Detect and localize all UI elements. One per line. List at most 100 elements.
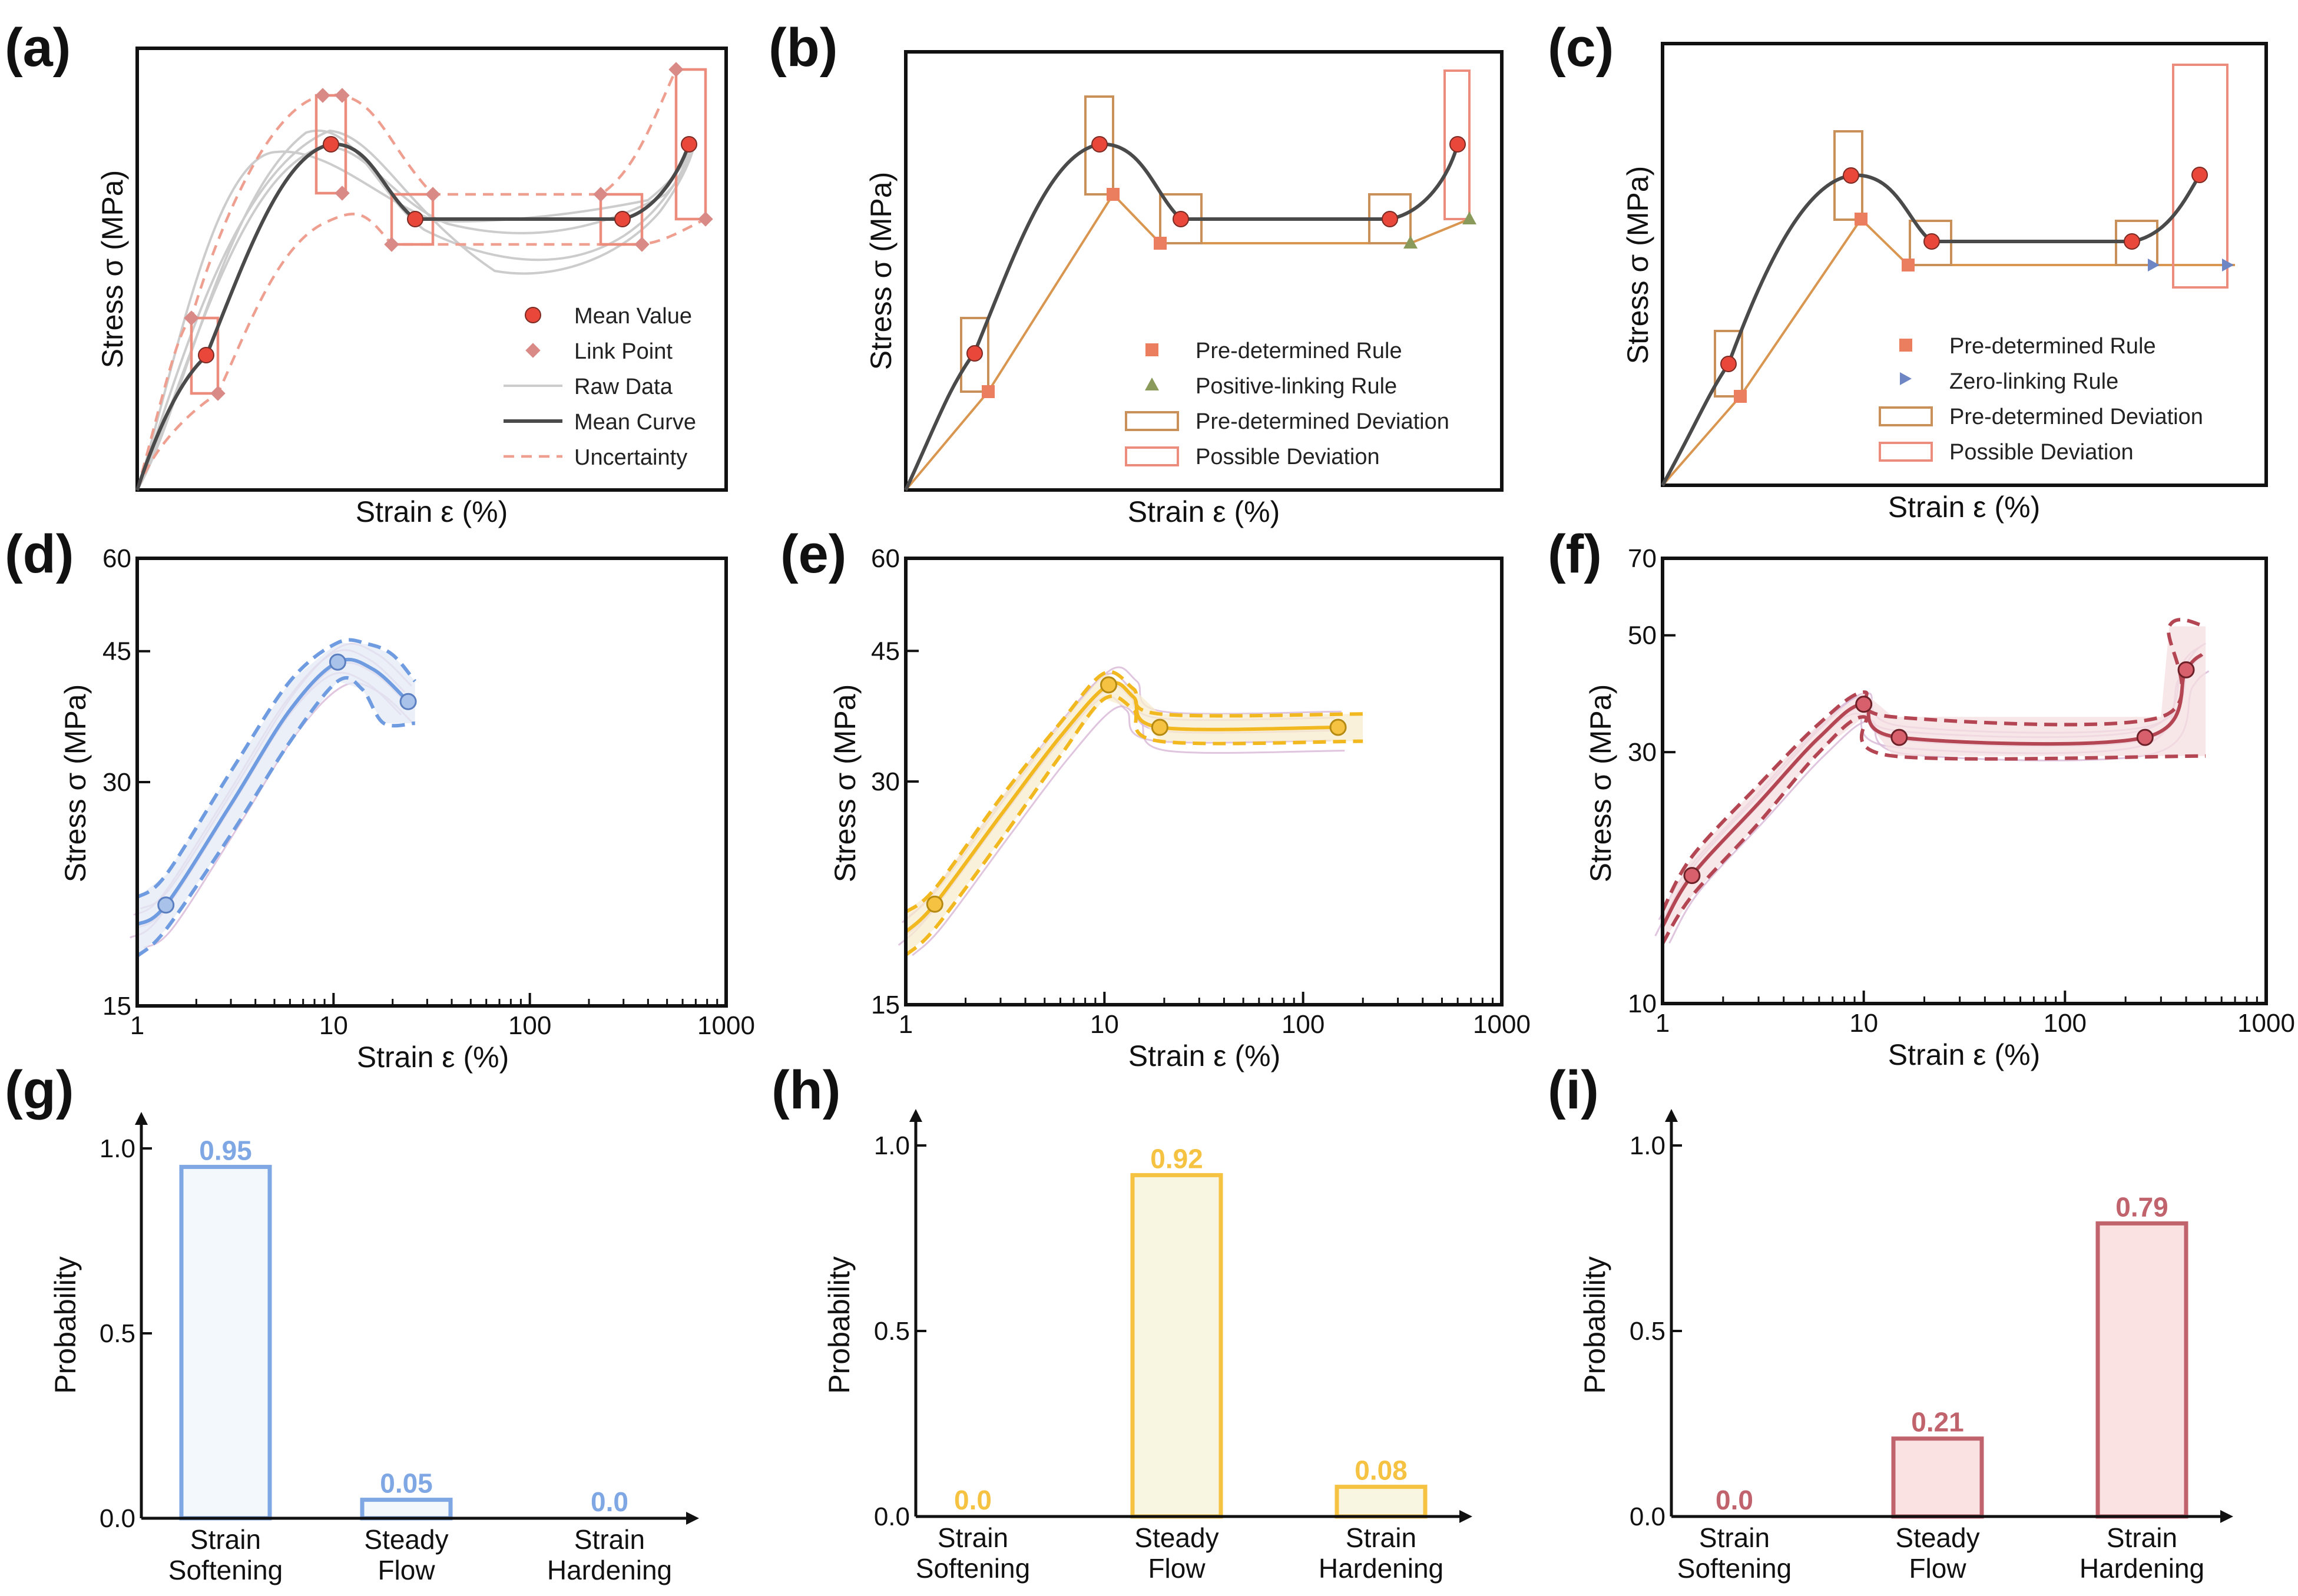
- y-tick-label: 1.0: [100, 1134, 135, 1163]
- y-axis-arrow: [1665, 1109, 1678, 1122]
- legend-c-rule-marker: [1899, 339, 1912, 352]
- y-tick-label: 0.0: [874, 1502, 910, 1531]
- panel-b-mean-curve: [904, 142, 1459, 491]
- x-tick-label: 100: [1282, 1010, 1325, 1039]
- category-label: Hardening: [547, 1555, 672, 1585]
- panel-d-xlabel: Strain ε (%): [357, 1041, 509, 1074]
- y-tick-label: 0.5: [100, 1319, 135, 1348]
- mean-point: [1855, 696, 1873, 713]
- legend-b-possible: Possible Deviation: [1196, 445, 1380, 469]
- panel-c-rule-markers: [1734, 213, 1915, 403]
- y-tick-label: 45: [871, 637, 900, 665]
- panel-e-lines: [904, 670, 1363, 956]
- panel-h: (h) 0.0StrainSoftening0.92SteadyFlow0.08…: [771, 1060, 1472, 1584]
- y-axis-arrow: [909, 1109, 922, 1122]
- mean-point: [2177, 661, 2195, 678]
- bar-value-label: 0.0: [591, 1486, 628, 1517]
- x-tick-label: 10: [319, 1011, 348, 1040]
- bar: [360, 1498, 453, 1521]
- panel-c-mean-values: [1720, 167, 2208, 372]
- legend-c-zero-marker: [1900, 372, 1912, 385]
- category-label: Strain: [190, 1524, 261, 1555]
- panel-b-frame: [904, 50, 1504, 492]
- category-label: Strain: [2107, 1522, 2177, 1553]
- legend-mean-curve: Mean Curve: [574, 410, 696, 435]
- legend-c-zero: Zero-linking Rule: [1949, 369, 2118, 394]
- y-tick-label: 1.0: [874, 1131, 910, 1160]
- panel-i: (i) 0.0StrainSoftening0.21SteadyFlow0.79…: [1548, 1060, 2233, 1584]
- panel-a-frame: [135, 47, 728, 492]
- uncertainty-band: [1663, 626, 2206, 944]
- legend-b-rule: Pre-determined Rule: [1196, 339, 1402, 363]
- mean-point: [1683, 867, 1701, 885]
- x-tick-label: 1: [130, 1011, 144, 1040]
- panel-a-label: (a): [5, 18, 71, 78]
- uncertainty-band: [906, 673, 1363, 955]
- panel-e: (e) 1 10 100 1000 15 30 45 60 Strain ε (%) Stre…: [780, 524, 1531, 1072]
- raw-curve: [912, 705, 1345, 956]
- y-tick-label: 50: [1628, 621, 1657, 650]
- panel-c-xlabel: Strain ε (%): [1888, 491, 2040, 524]
- panel-a-mean-values: [198, 136, 697, 363]
- panel-f-xlabel: Strain ε (%): [1888, 1038, 2040, 1071]
- panel-g: (g) 0.95StrainSoftening0.05SteadyFlow0.0…: [5, 1060, 699, 1585]
- y-tick-label: 15: [102, 992, 131, 1021]
- x-tick-label: 1000: [1473, 1010, 1531, 1039]
- bar-value-label: 0.79: [2115, 1191, 2168, 1222]
- panel-e-axes: 1 10 100 1000 15 30 45 60: [871, 544, 1531, 1039]
- panel-g-bars: 0.95StrainSoftening0.05SteadyFlow0.0Stra…: [168, 1135, 672, 1585]
- mean-point: [926, 895, 943, 913]
- panel-b: (b) Pre-determined Rule: [769, 18, 1504, 528]
- legend-mean-value: Mean Value: [574, 304, 692, 329]
- lower-bound-line: [1661, 715, 2206, 945]
- x-tick-label: 1000: [2237, 1009, 2295, 1038]
- panel-e-xlabel: Strain ε (%): [1128, 1039, 1280, 1072]
- category-label: Steady: [1134, 1522, 1218, 1553]
- bar-value-label: 0.0: [954, 1485, 992, 1515]
- panel-a-mean-curve: [135, 142, 691, 491]
- panel-e-label: (e): [780, 524, 846, 584]
- panel-c-mean-curve: [1661, 173, 2201, 486]
- panel-i-ylabel: Probability: [1578, 1256, 1611, 1393]
- bar: [2095, 1221, 2188, 1519]
- bar: [1335, 1485, 1428, 1519]
- panel-a-legend: Mean Value Link Point Raw Data Mean Curv…: [504, 304, 696, 470]
- category-label: Steady: [364, 1524, 448, 1555]
- panel-i-label: (i): [1548, 1060, 1599, 1120]
- bar-value-label: 0.0: [1716, 1485, 1753, 1515]
- panel-d-ylabel: Stress σ (MPa): [59, 684, 92, 882]
- category-label: Strain: [1346, 1522, 1416, 1553]
- mean-curve: [904, 681, 1339, 933]
- panel-h-label: (h): [771, 1060, 840, 1120]
- category-label: Softening: [168, 1555, 283, 1585]
- panel-b-legend: Pre-determined Rule Positive-linking Rul…: [1125, 339, 1449, 469]
- category-label: Flow: [1148, 1553, 1206, 1584]
- y-tick-label: 45: [102, 637, 131, 666]
- panel-f-ylabel: Stress σ (MPa): [1584, 684, 1617, 882]
- panel-f-label: (f): [1548, 524, 1602, 584]
- legend-b-possible-box: [1125, 446, 1179, 466]
- raw-curve: [1661, 655, 2203, 929]
- x-tick-label: 1: [1655, 1009, 1670, 1038]
- category-label: Strain: [938, 1522, 1008, 1553]
- y-tick-label: 1.0: [1630, 1131, 1665, 1160]
- y-tick-label: 0.5: [1630, 1317, 1665, 1346]
- x-axis-arrow: [2220, 1510, 2233, 1523]
- panel-a-ylabel: Stress σ (MPa): [96, 170, 129, 368]
- legend-raw-data: Raw Data: [574, 375, 673, 399]
- legend-c-possible-box: [1879, 442, 1933, 462]
- x-tick-label: 1000: [697, 1011, 755, 1040]
- category-label: Flow: [1909, 1553, 1966, 1584]
- x-tick-label: 10: [1849, 1009, 1878, 1038]
- legend-b-positive-marker: [1145, 378, 1159, 390]
- x-tick-label: 100: [2044, 1009, 2087, 1038]
- lower-bound-line: [135, 676, 415, 958]
- legend-b-deviation-box: [1125, 411, 1179, 431]
- panel-d-points: [157, 653, 417, 914]
- panel-g-label: (g): [5, 1060, 74, 1120]
- legend-c-deviation: Pre-determined Deviation: [1949, 405, 2203, 429]
- panel-c-possible-box: [2172, 64, 2229, 289]
- panel-c-zero-markers: [2148, 259, 2234, 271]
